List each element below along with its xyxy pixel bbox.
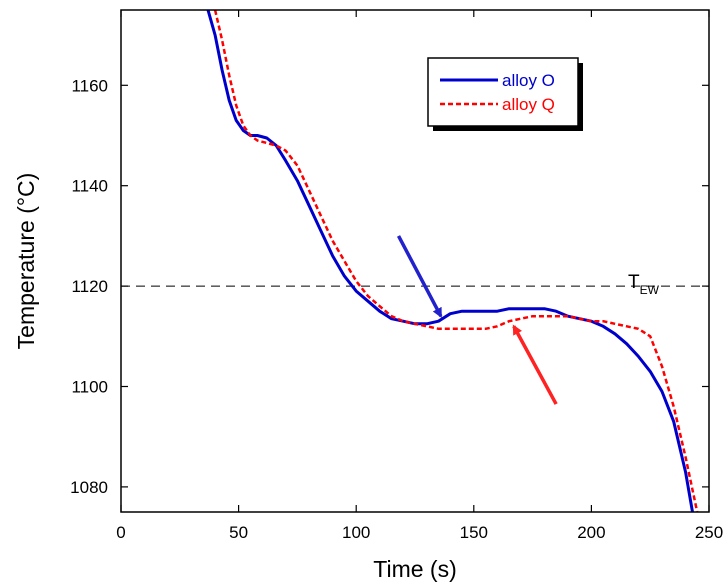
legend-label-alloy-o: alloy O: [502, 71, 555, 90]
y-tick-label: 1080: [70, 478, 108, 497]
y-axis-label: Temperature (°C): [13, 173, 39, 350]
x-tick-label: 150: [460, 523, 488, 542]
y-tick-label: 1160: [71, 76, 108, 95]
reference-line-label: TEW: [628, 272, 660, 297]
x-tick-label: 250: [695, 523, 723, 542]
plot-frame: [120, 9, 710, 513]
arrow-red-annotation: [512, 324, 558, 405]
reference-label-main: T: [628, 272, 640, 293]
x-axis-ticks: 0 50 100 150 200 250: [116, 10, 723, 542]
x-axis-label: Time (s): [373, 556, 456, 582]
y-tick-label: 1100: [71, 378, 108, 397]
arrow-blue-annotation: [396, 235, 443, 318]
series-line-alloy-o: [206, 10, 694, 512]
legend-box: [427, 57, 579, 127]
series-line-alloy-q: [213, 10, 699, 512]
x-tick-label: 0: [116, 523, 125, 542]
y-tick-label: 1120: [71, 277, 108, 296]
y-axis-ticks: 1080 1100 1120 1140 1160: [70, 76, 709, 497]
y-tick-label: 1140: [71, 177, 108, 196]
reference-label-sub: EW: [640, 283, 660, 297]
x-tick-label: 200: [577, 523, 605, 542]
x-tick-label: 100: [342, 523, 370, 542]
x-tick-label: 50: [229, 523, 248, 542]
legend: alloy O alloy Q: [427, 57, 583, 131]
legend-label-alloy-q: alloy Q: [502, 95, 555, 114]
